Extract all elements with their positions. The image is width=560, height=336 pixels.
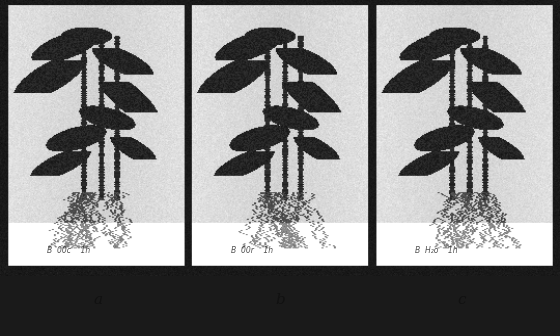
Text: B  00r    1h: B 00r 1h — [231, 247, 273, 255]
Text: b: b — [275, 293, 285, 307]
Text: B  H₂o    1h: B H₂o 1h — [415, 247, 458, 255]
Text: B  00c    1h: B 00c 1h — [47, 247, 90, 255]
Text: c: c — [458, 293, 466, 307]
Text: a: a — [94, 293, 102, 307]
